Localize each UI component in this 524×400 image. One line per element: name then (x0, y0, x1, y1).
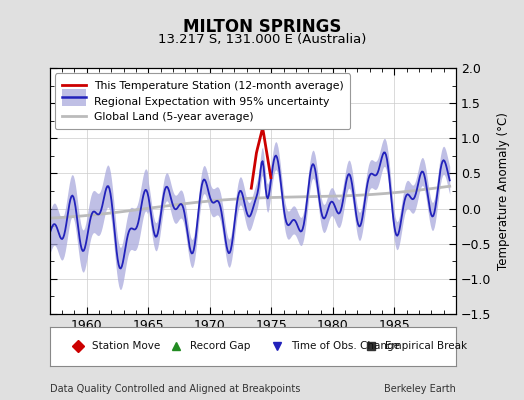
Text: Berkeley Earth: Berkeley Earth (384, 384, 456, 394)
Text: 13.217 S, 131.000 E (Australia): 13.217 S, 131.000 E (Australia) (158, 33, 366, 46)
Text: Record Gap: Record Gap (190, 341, 250, 351)
Text: Data Quality Controlled and Aligned at Breakpoints: Data Quality Controlled and Aligned at B… (50, 384, 300, 394)
Text: Empirical Break: Empirical Break (385, 341, 467, 351)
Text: MILTON SPRINGS: MILTON SPRINGS (183, 18, 341, 36)
Text: Time of Obs. Change: Time of Obs. Change (291, 341, 400, 351)
Text: Station Move: Station Move (92, 341, 161, 351)
Y-axis label: Temperature Anomaly (°C): Temperature Anomaly (°C) (497, 112, 510, 270)
Legend: This Temperature Station (12-month average), Regional Expectation with 95% uncer: This Temperature Station (12-month avera… (55, 74, 351, 129)
